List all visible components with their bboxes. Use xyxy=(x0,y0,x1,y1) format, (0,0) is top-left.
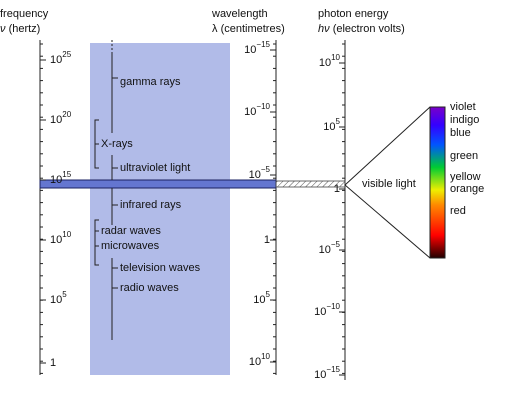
tick-label: 10−15 xyxy=(314,365,340,381)
tick-exponent: 5 xyxy=(336,117,341,126)
tick-base: 10 xyxy=(319,57,331,69)
tick-label: 1010 xyxy=(319,53,341,69)
tick-base: 10 xyxy=(249,356,261,368)
tick-base: 10 xyxy=(50,174,62,186)
tick-base: 10 xyxy=(50,114,62,126)
visible-zoom-lines xyxy=(344,106,431,259)
color-label: violet xyxy=(450,101,476,113)
band-label: microwaves xyxy=(101,240,160,252)
tick-base: 10 xyxy=(244,44,256,56)
tick-exponent: −5 xyxy=(261,165,271,174)
tick-exponent: −10 xyxy=(256,102,270,111)
axis-title: photon energy xyxy=(318,8,389,20)
tick-label: 1015 xyxy=(50,170,72,186)
tick-exponent: 5 xyxy=(266,290,271,299)
tick-exponent: −15 xyxy=(256,40,270,49)
tick-label: 105 xyxy=(253,290,270,306)
tick-exponent: 20 xyxy=(62,110,71,119)
tick-label: 1 xyxy=(50,357,56,369)
axis-title: frequency xyxy=(0,8,49,20)
band-label: infrared rays xyxy=(120,199,182,211)
tick-base: 1 xyxy=(50,357,56,369)
color-label: indigo xyxy=(450,114,479,126)
tick-exponent: 10 xyxy=(331,53,340,62)
tick-base: 1 xyxy=(334,183,340,195)
tick-label: 10−10 xyxy=(244,102,270,118)
brackets xyxy=(94,40,118,340)
band-label: gamma rays xyxy=(120,76,181,88)
axis-unit: ν (hertz) xyxy=(0,23,40,35)
tick-base: 10 xyxy=(244,106,256,118)
band-label: ultraviolet light xyxy=(120,162,190,174)
tick-label: 105 xyxy=(323,117,340,133)
tick-base: 10 xyxy=(253,294,265,306)
tick-exponent: −10 xyxy=(326,302,340,311)
visible-color-bar xyxy=(429,106,446,259)
band-label: radar waves xyxy=(101,225,161,237)
color-label: orange xyxy=(450,183,484,195)
tick-label: 1 xyxy=(264,234,270,246)
tick-label: 1 xyxy=(334,183,340,195)
color-label: green xyxy=(450,150,478,162)
tick-base: 10 xyxy=(319,244,331,256)
tick-exponent: 25 xyxy=(62,50,71,59)
tick-base: 10 xyxy=(50,54,62,66)
tick-label: 1020 xyxy=(50,110,72,126)
tick-exponent: 15 xyxy=(62,170,71,179)
color-label: blue xyxy=(450,127,471,139)
tick-exponent: 10 xyxy=(62,230,71,239)
visible-label: visible light xyxy=(362,178,416,190)
tick-exponent: −15 xyxy=(326,365,340,374)
tick-base: 10 xyxy=(249,169,261,181)
visible-band-hatch xyxy=(275,180,346,188)
axis-unit: λ (centimetres) xyxy=(212,23,285,35)
axis-unit: hν (electron volts) xyxy=(318,23,405,35)
tick-label: 1010 xyxy=(249,352,271,368)
band-label: television waves xyxy=(120,262,201,274)
tick-base: 10 xyxy=(50,294,62,306)
tick-base: 10 xyxy=(50,234,62,246)
tick-base: 10 xyxy=(323,121,335,133)
tick-label: 105 xyxy=(50,290,67,306)
tick-label: 10−5 xyxy=(249,165,271,181)
tick-exponent: 10 xyxy=(261,352,270,361)
band-region xyxy=(90,43,230,375)
band-label: X-rays xyxy=(101,138,133,150)
tick-base: 10 xyxy=(314,369,326,381)
color-label: red xyxy=(450,205,466,217)
tick-label: 1025 xyxy=(50,50,72,66)
tick-exponent: −5 xyxy=(331,240,341,249)
tick-label: 1010 xyxy=(50,230,72,246)
tick-label: 10−10 xyxy=(314,302,340,318)
tick-exponent: 5 xyxy=(62,290,67,299)
tick-label: 10−5 xyxy=(319,240,341,256)
tick-label: 10−15 xyxy=(244,40,270,56)
axis-title: wavelength xyxy=(211,8,268,20)
tick-base: 1 xyxy=(264,234,270,246)
band-label: radio waves xyxy=(120,282,179,294)
visible-band xyxy=(39,179,277,189)
color-label: yellow xyxy=(450,171,481,183)
tick-base: 10 xyxy=(314,306,326,318)
